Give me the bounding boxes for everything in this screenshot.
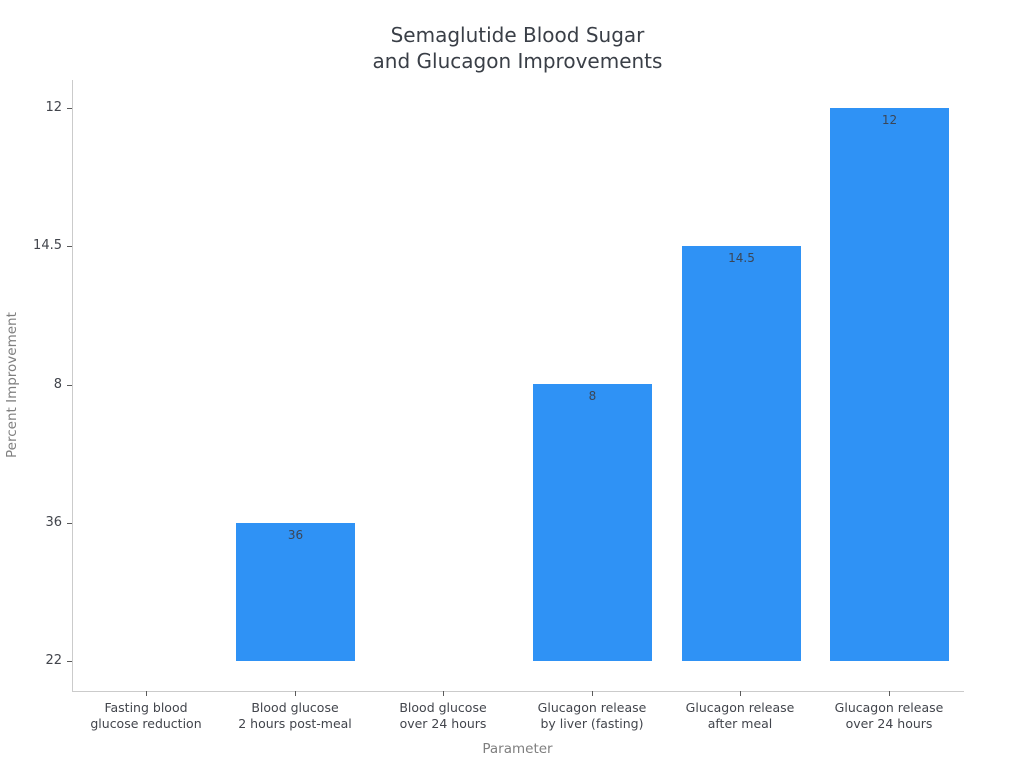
x-tick-label-3: Blood glucose over 24 hours xyxy=(399,700,487,731)
x-tick-mark xyxy=(295,691,296,696)
y-tick-label: 36 xyxy=(45,515,62,530)
bar-glucagon-release-after-meal xyxy=(682,246,801,661)
y-tick-mark xyxy=(67,523,72,524)
x-tick-label-6: Glucagon release over 24 hours xyxy=(834,700,944,731)
chart-title-line-2: and Glucagon Improvements xyxy=(372,49,663,73)
x-tick-mark xyxy=(146,691,147,696)
y-tick-mark xyxy=(67,385,72,386)
bar-glucagon-release-over-24-hours xyxy=(830,108,949,661)
y-tick-label: 12 xyxy=(45,100,62,115)
plot-area: 36 8 14.5 12 xyxy=(72,80,964,692)
x-axis-title: Parameter xyxy=(482,741,553,757)
x-tick-mark xyxy=(889,691,890,696)
x-tick-label-5: Glucagon release after meal xyxy=(685,700,795,731)
chart-title: Semaglutide Blood Sugar and Glucagon Imp… xyxy=(72,22,963,74)
y-tick-label: 8 xyxy=(53,377,62,392)
y-tick-label: 22 xyxy=(45,653,62,668)
x-tick-label-2: Blood glucose 2 hours post-meal xyxy=(238,700,352,731)
x-tick-label-1: Fasting blood glucose reduction xyxy=(90,700,202,731)
bar-blood-glucose-2-hours-post-meal xyxy=(236,523,355,661)
chart-title-line-1: Semaglutide Blood Sugar xyxy=(390,23,645,47)
x-tick-mark xyxy=(443,691,444,696)
x-tick-mark xyxy=(592,691,593,696)
bar-glucagon-release-by-liver-fasting- xyxy=(533,384,652,661)
y-tick-mark xyxy=(67,246,72,247)
y-tick-mark xyxy=(67,661,72,662)
x-tick-label-4: Glucagon release by liver (fasting) xyxy=(537,700,647,731)
x-tick-mark xyxy=(740,691,741,696)
y-tick-mark xyxy=(67,108,72,109)
y-tick-label: 14.5 xyxy=(33,238,62,253)
